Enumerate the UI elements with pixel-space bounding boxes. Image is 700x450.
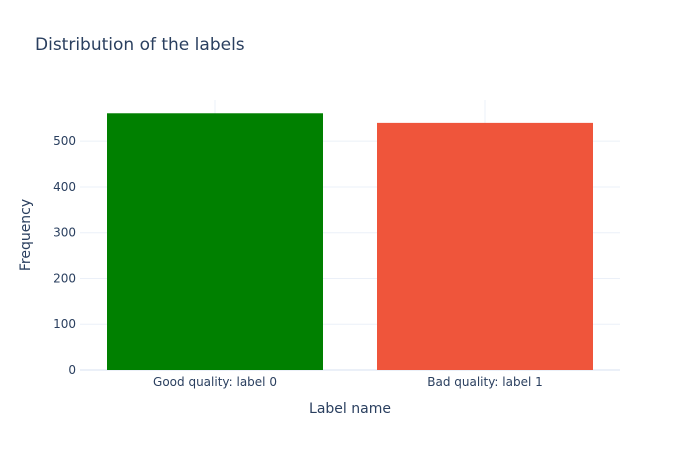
x-tick-label: Good quality: label 0	[153, 375, 277, 389]
y-tick-label: 300	[53, 226, 76, 240]
y-tick-label: 200	[53, 271, 76, 285]
y-axis-ticks: 0 100 200 300 400 500	[53, 134, 76, 377]
y-tick-label: 500	[53, 134, 76, 148]
bar	[107, 113, 323, 371]
x-axis-title: Label name	[309, 401, 391, 417]
y-tick-label: 400	[53, 180, 76, 194]
x-tick-label: Bad quality: label 1	[427, 375, 543, 389]
bar	[377, 122, 593, 371]
chart-title: Distribution of the labels	[35, 35, 245, 55]
y-tick-label: 0	[68, 363, 76, 377]
y-axis-title: Frequency	[18, 199, 34, 271]
bars	[107, 113, 593, 371]
x-axis-ticks: Good quality: label 0 Bad quality: label …	[153, 375, 543, 389]
y-tick-label: 100	[53, 317, 76, 331]
